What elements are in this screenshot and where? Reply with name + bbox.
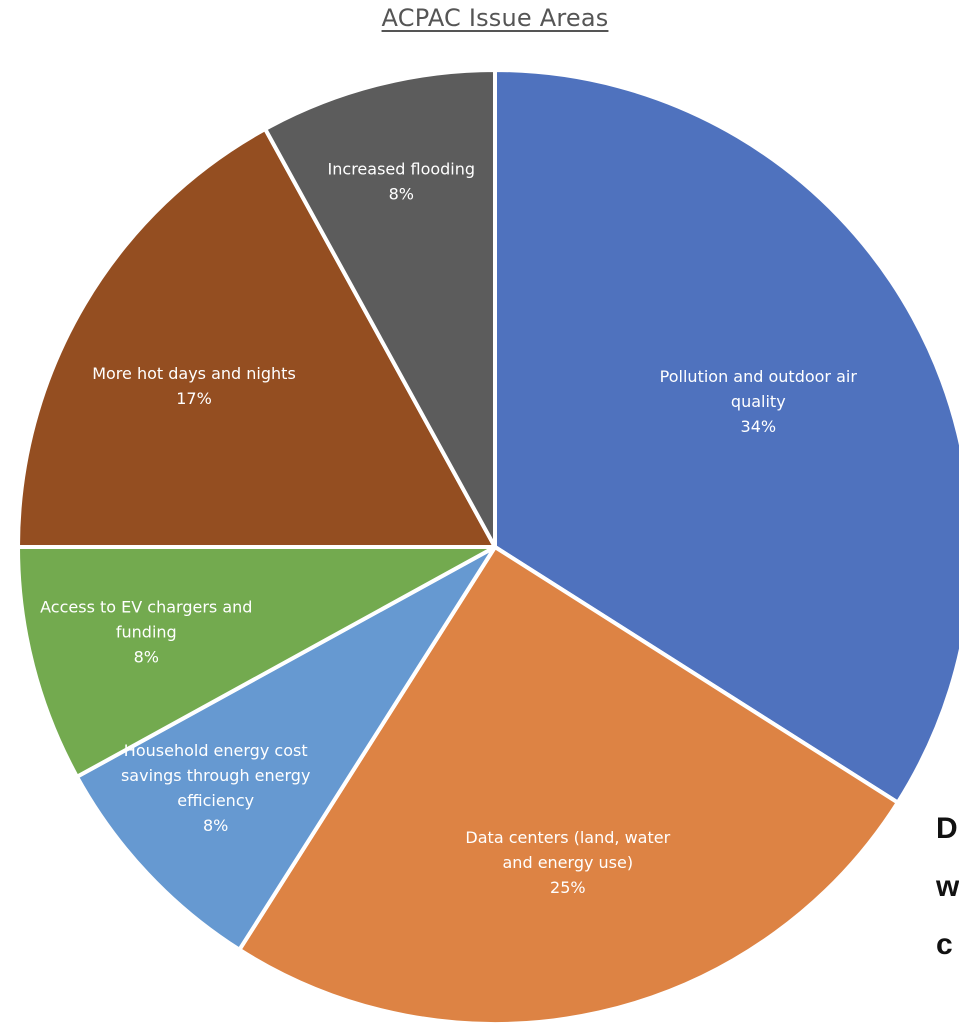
slice-label-line: quality [731, 392, 786, 411]
pie-slice-increased-flooding [263, 68, 497, 549]
slice-percent: 8% [134, 647, 159, 666]
slice-label-line: Increased flooding [328, 160, 476, 179]
side-text-line-1: D [936, 812, 958, 845]
chart-title: ACPAC Issue Areas [381, 4, 609, 32]
slice-label-more-hot-days-and-nights: More hot days and nights 17% [92, 364, 296, 408]
slice-label-line: efficiency [177, 791, 254, 810]
slice-label-pollution-and-outdoor-air-quality: Pollution and outdoor air quality 34% [660, 367, 858, 436]
slice-label-line: Data centers (land, water [465, 828, 670, 847]
slice-label-increased-flooding: Increased flooding 8% [328, 160, 476, 204]
slice-label-line: and energy use) [503, 853, 634, 872]
slice-label-access-to-ev-chargers-and-funding: Access to EV chargers and funding 8% [40, 597, 252, 666]
slice-label-line: funding [116, 622, 177, 641]
slice-percent: 17% [176, 389, 212, 408]
slice-percent: 25% [550, 878, 586, 897]
pie-slice-data-centers-land-water-and-energy-use [237, 545, 900, 1024]
slice-label-line: More hot days and nights [92, 364, 296, 383]
pie-slice-household-energy-cost-savings-through-energy-efficiency [75, 545, 497, 952]
slice-label-data-centers-land-water-and-energy-use: Data centers (land, water and energy use)… [465, 828, 670, 897]
slice-label-line: Pollution and outdoor air [660, 367, 858, 386]
pie-slice-more-hot-days-and-nights [16, 127, 497, 549]
slice-percent: 8% [389, 185, 414, 204]
slice-percent: 34% [741, 417, 777, 436]
side-text-line-2: w [936, 870, 959, 903]
slice-label-household-energy-cost-savings-through-energy-efficiency: Household energy cost savings through ene… [121, 741, 310, 835]
pie-slice-access-to-ev-chargers-and-funding [16, 545, 497, 779]
slice-percent: 8% [203, 816, 228, 835]
slice-label-line: Access to EV chargers and [40, 597, 252, 616]
slice-label-line: Household energy cost [124, 741, 308, 760]
slice-label-line: savings through energy [121, 766, 310, 785]
side-text-line-3: c [936, 928, 953, 961]
